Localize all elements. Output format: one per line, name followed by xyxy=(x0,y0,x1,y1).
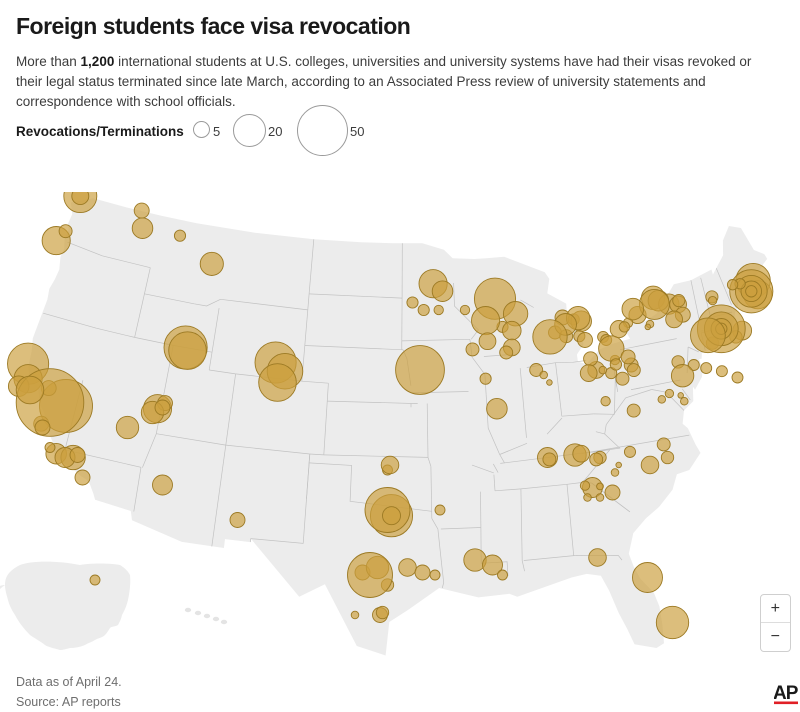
svg-text:AP: AP xyxy=(774,683,799,704)
